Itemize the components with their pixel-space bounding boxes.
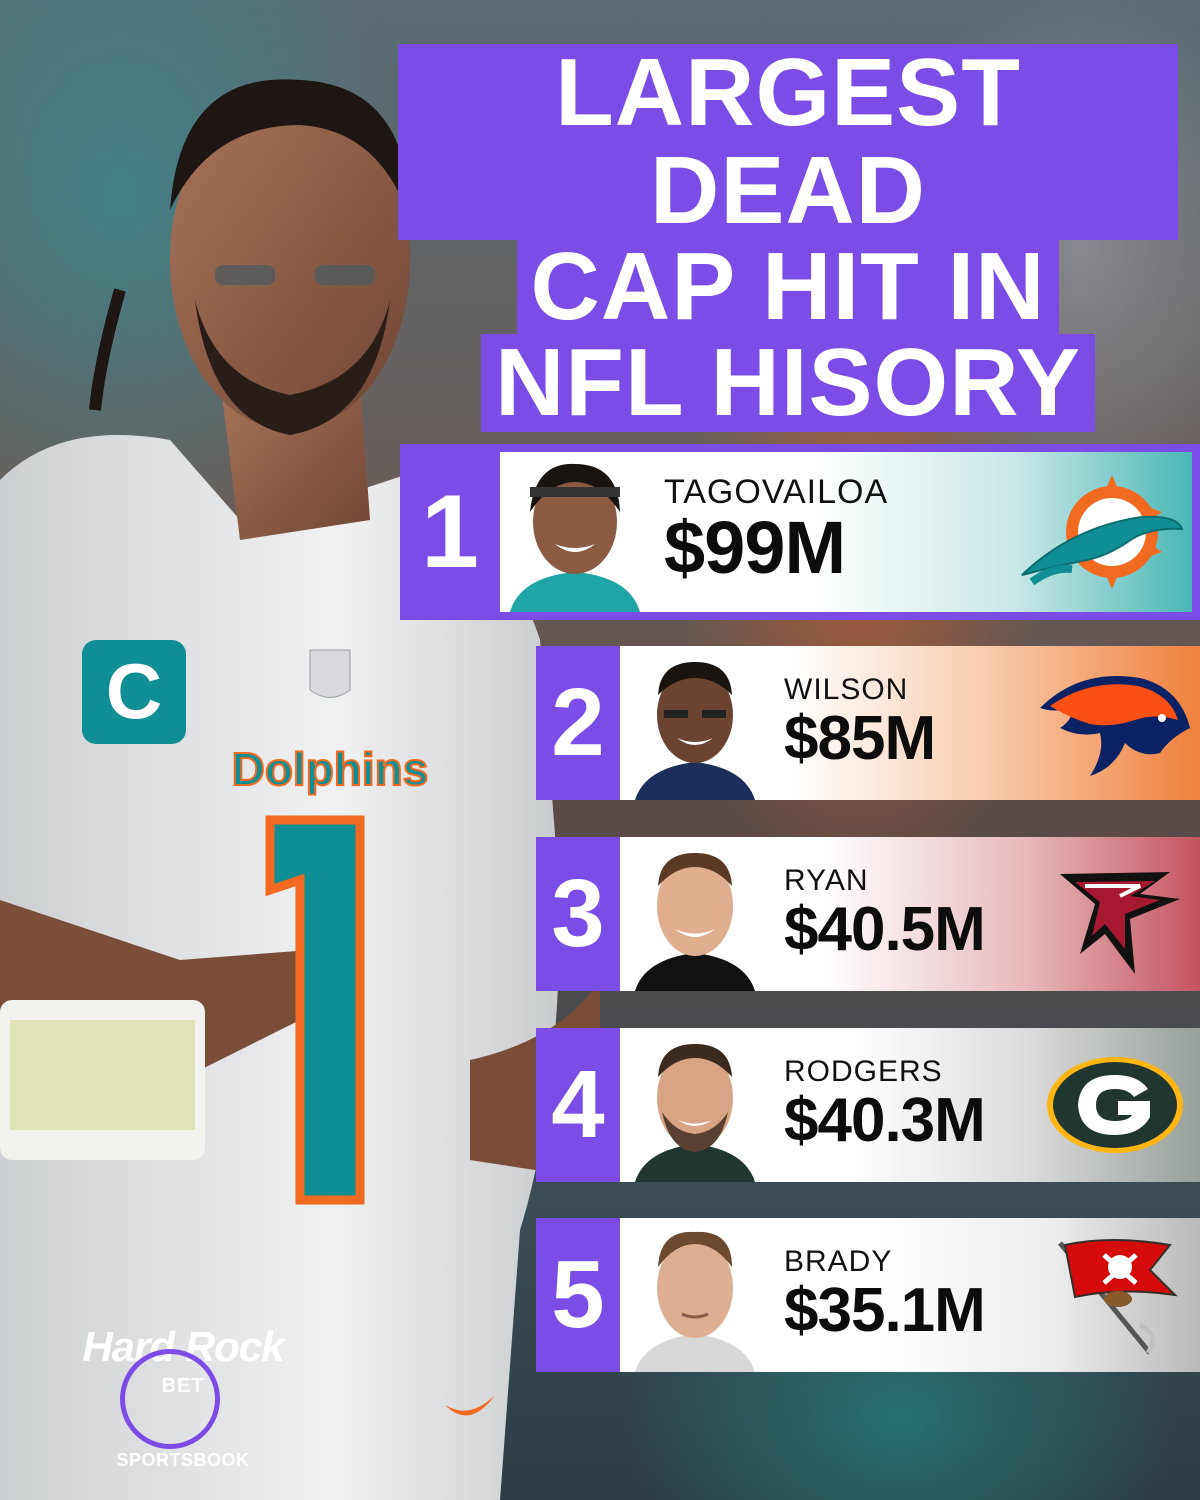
ranking-row-4: 4 RODGERS $40.3M (536, 1028, 1200, 1182)
player-info: WILSON $85M (770, 674, 1020, 772)
title-line-1: LARGEST DEAD (398, 44, 1178, 240)
ranking-card: RODGERS $40.3M (620, 1028, 1200, 1182)
ranking-row-5: 5 BRADY $35.1M (536, 1218, 1200, 1372)
ranking-card: BRADY $35.1M (620, 1218, 1200, 1372)
svg-text:Dolphins: Dolphins (232, 743, 429, 795)
title-block: LARGEST DEAD CAP HIT IN NFL HISORY (398, 44, 1178, 432)
player-info: TAGOVAILOA $99M (650, 473, 1012, 589)
ranking-card: RYAN $40.5M (620, 837, 1200, 991)
player-name: RODGERS (784, 1055, 943, 1088)
brand-ring-icon (120, 1349, 220, 1449)
player-headshot-icon (635, 1044, 755, 1182)
rank-number: 5 (536, 1218, 620, 1372)
player-headshot-icon (635, 662, 755, 800)
player-headshot-icon (635, 853, 755, 991)
falcons-logo-icon (1020, 837, 1200, 991)
dead-cap-value: $40.5M (784, 895, 986, 964)
packers-logo-icon (1020, 1028, 1200, 1182)
player-headshot-icon (510, 463, 640, 612)
rank-number: 4 (536, 1028, 620, 1182)
player-photo (620, 1218, 770, 1372)
ranking-row-2: 2 WILSON $85M (536, 646, 1200, 800)
player-name: WILSON (784, 673, 909, 706)
player-headshot-icon (635, 1231, 755, 1372)
player-photo (620, 837, 770, 991)
ranking-card: WILSON $85M (620, 646, 1200, 800)
dead-cap-value: $99M (664, 506, 846, 589)
rank-number: 1 (400, 452, 500, 612)
dead-cap-value: $35.1M (784, 1276, 986, 1345)
ranking-row-3: 3 RYAN $40.5M (536, 837, 1200, 991)
brand-logo: Hard Rock BET SPORTSBOOK (68, 1325, 298, 1485)
brand-sportsbook: SPORTSBOOK (116, 1450, 250, 1470)
ranking-row-1: 1 TAGOVAILOA $99M (400, 444, 1200, 620)
player-info: BRADY $35.1M (770, 1246, 1020, 1344)
hero-player-illustration: C Dolphins (0, 79, 600, 1500)
rank-number: 3 (536, 837, 620, 991)
player-info: RODGERS $40.3M (770, 1056, 1020, 1154)
ranking-card: TAGOVAILOA $99M (500, 452, 1192, 612)
player-photo (620, 1028, 770, 1182)
player-photo (500, 452, 650, 612)
player-name: BRADY (784, 1245, 893, 1278)
player-name: TAGOVAILOA (664, 473, 889, 511)
title-line-3: NFL HISORY (480, 334, 1096, 432)
dead-cap-value: $40.3M (784, 1086, 986, 1155)
dolphins-logo-icon (1012, 452, 1192, 612)
player-info: RYAN $40.5M (770, 865, 1020, 963)
player-photo (620, 646, 770, 800)
brand-bet: BET (161, 1375, 205, 1397)
title-line-2: CAP HIT IN (516, 238, 1060, 336)
broncos-logo-icon (1020, 646, 1200, 800)
dead-cap-value: $85M (784, 704, 936, 773)
rank-number: 2 (536, 646, 620, 800)
svg-text:C: C (106, 647, 162, 735)
buccaneers-logo-icon (1020, 1218, 1200, 1372)
player-name: RYAN (784, 864, 869, 897)
